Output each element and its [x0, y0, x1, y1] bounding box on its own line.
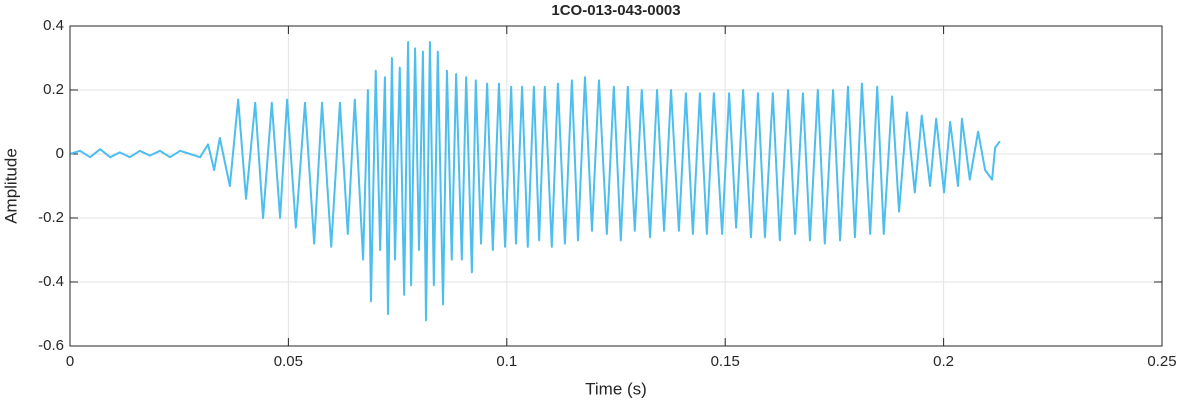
x-tick-label: 0 [66, 353, 74, 370]
y-tick-label: -0.4 [38, 273, 64, 290]
x-tick-label: 0.15 [711, 353, 740, 370]
x-tick-label: 0.05 [274, 353, 303, 370]
y-tick-label: 0 [56, 145, 64, 162]
x-tick-label: 0.25 [1147, 353, 1176, 370]
plot-area [70, 26, 1162, 346]
y-tick-label: 0.2 [43, 81, 64, 98]
y-tick-label: -0.6 [38, 337, 64, 354]
y-tick-label: -0.2 [38, 209, 64, 226]
axes-box [69, 25, 1163, 347]
x-axis-label: Time (s) [585, 379, 647, 398]
x-tick-label: 0.2 [933, 353, 954, 370]
y-tick-label: 0.4 [43, 17, 64, 34]
chart-title: 1CO-013-043-0003 [551, 2, 680, 19]
y-axis-label: Amplitude [1, 148, 20, 224]
x-tick-label: 0.1 [496, 353, 517, 370]
waveform-line [69, 41, 1001, 322]
